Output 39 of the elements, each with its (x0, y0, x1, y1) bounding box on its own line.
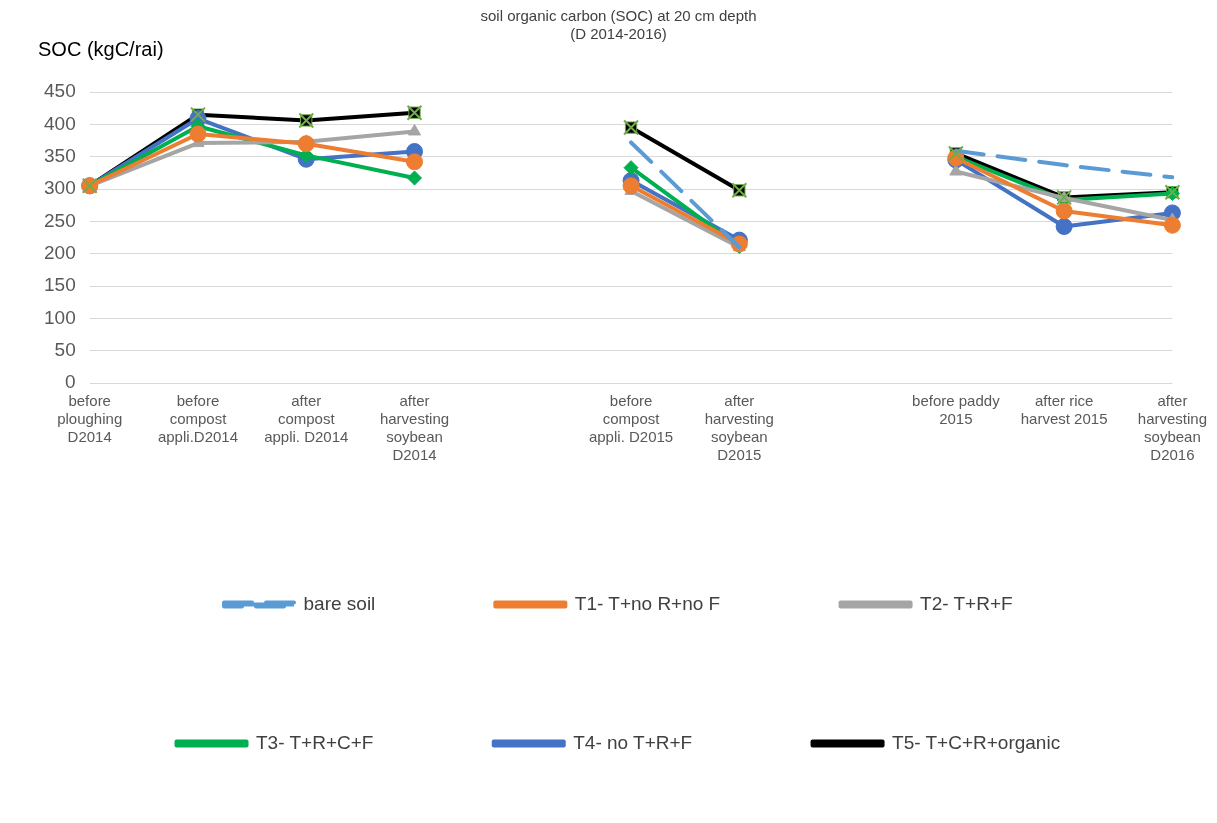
chart-subtitle: (D 2014-2016) (570, 25, 667, 43)
x-tick-label: before compost appli.D2014 (157, 392, 238, 446)
point (1163, 216, 1181, 234)
x-tick-label: before ploughing D2014 (57, 392, 123, 446)
x-tick-label: before compost appli. D2015 (588, 392, 674, 446)
x-tick-label: after harvesting soybean D2015 (704, 392, 774, 464)
legend-label: T1- T+no R+no F (574, 592, 721, 614)
point (189, 125, 207, 143)
x-tick-label: after rice harvest 2015 (1020, 392, 1108, 428)
point (1055, 218, 1073, 236)
y-tick-label: 250 (44, 209, 76, 231)
chart-title: soil organic carbon (SOC) at 20 cm depth (480, 7, 757, 25)
y-tick-label: 150 (44, 274, 76, 296)
y-tick-label: 50 (54, 338, 76, 360)
y-tick-label: 100 (44, 306, 76, 328)
point (406, 153, 424, 171)
legend-label: T4- no T+R+F (573, 731, 693, 753)
point (407, 170, 423, 186)
point (949, 164, 963, 176)
legend-label: T2- T+R+F (920, 592, 1013, 614)
point (1055, 202, 1073, 220)
legend-label: bare soil (303, 592, 376, 614)
y-tick-label: 400 (44, 112, 76, 134)
legend-label: T3- T+R+C+F (256, 731, 374, 753)
point (622, 177, 640, 195)
y-tick-label: 300 (44, 177, 76, 199)
point (623, 160, 639, 176)
y-tick-label: 350 (44, 144, 76, 166)
y-axis-title: SOC (kgC/rai) (38, 37, 164, 60)
legend-label: T5- T+C+R+organic (892, 731, 1061, 753)
x-tick-label: after harvesting soybean D2016 (1137, 392, 1208, 464)
x-tick-label: after compost appli. D2014 (264, 392, 349, 446)
y-tick-label: 200 (44, 241, 76, 263)
x-tick-label: after harvesting soybean D2014 (379, 392, 450, 464)
point (407, 123, 422, 136)
y-tick-label: 0 (65, 371, 76, 393)
x-tick-label: before paddy 2015 (912, 392, 1001, 428)
point (297, 135, 315, 153)
y-tick-label: 450 (44, 80, 76, 102)
